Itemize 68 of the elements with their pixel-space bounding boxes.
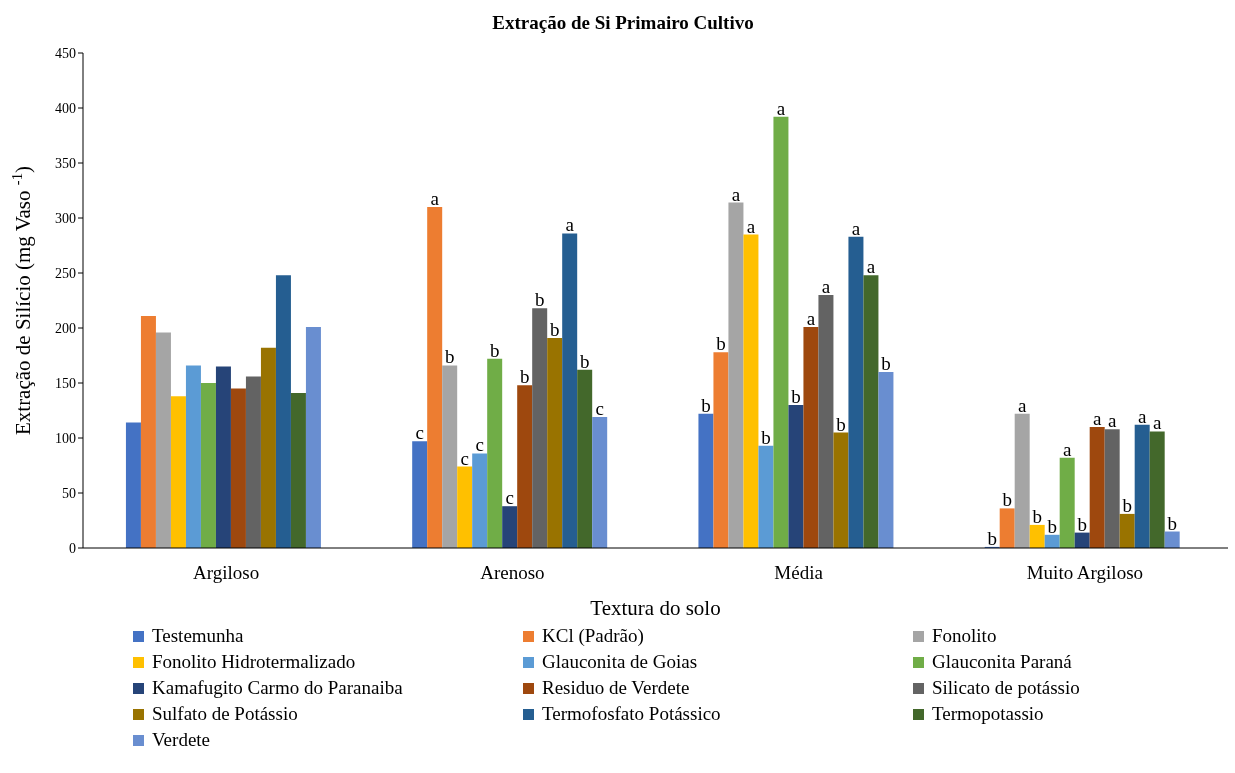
data-label: b <box>1047 515 1057 537</box>
data-label: b <box>549 318 560 340</box>
data-label: a <box>1107 410 1117 432</box>
data-label: c <box>415 422 424 444</box>
data-label: a <box>1152 412 1162 434</box>
data-label: c <box>595 398 604 420</box>
data-label: a <box>851 217 861 239</box>
legend-label: Silicato de potássio <box>932 677 1080 699</box>
data-label: b <box>987 527 997 549</box>
y-tick-label: 300 <box>55 210 76 226</box>
data-label: b <box>444 346 455 368</box>
data-label: a <box>565 214 575 236</box>
x-tick-label: Muito Argiloso <box>1026 562 1144 584</box>
y-tick-label: 350 <box>55 155 76 171</box>
data-label: a <box>731 183 741 205</box>
data-label: a <box>430 188 440 209</box>
data-label: b <box>881 353 891 374</box>
data-label: b <box>1002 489 1012 511</box>
data-label: b <box>1167 512 1177 534</box>
data-label: a <box>806 307 816 329</box>
data-label: b <box>519 366 530 388</box>
y-tick-label: 100 <box>55 430 76 446</box>
data-label: c <box>460 447 469 469</box>
data-label: b <box>579 350 590 372</box>
x-tick-label: Arenoso <box>480 562 545 584</box>
legend-label: Glauconita de Goias <box>542 651 698 673</box>
y-tick-label: 50 <box>62 485 76 501</box>
data-label: a <box>776 97 786 119</box>
x-tick-label: Média <box>774 562 824 584</box>
y-tick-label: 150 <box>55 375 76 391</box>
data-label: b <box>701 394 711 416</box>
legend-label: Testemunha <box>152 625 244 647</box>
legend-label: Kamafugito Carmo do Paranaiba <box>152 677 403 699</box>
data-label: a <box>1137 405 1147 427</box>
legend-label: Termofosfato Potássico <box>542 703 721 725</box>
data-label: b <box>761 426 771 448</box>
legend-label: Fonolito <box>932 625 997 647</box>
data-label: c <box>475 434 484 456</box>
data-label: b <box>1077 513 1087 535</box>
legend-label: Termopotassio <box>932 703 1044 725</box>
x-axis-title: Textura do solo <box>590 596 721 620</box>
data-label: b <box>1122 494 1132 516</box>
data-label: a <box>1062 438 1072 460</box>
data-label: b <box>489 339 500 361</box>
data-label: a <box>821 276 831 297</box>
legend-label: Verdete <box>152 729 211 751</box>
legend-label: Residuo de Verdete <box>542 677 690 699</box>
data-label: b <box>716 333 726 355</box>
y-tick-label: 250 <box>55 265 76 281</box>
y-tick-label: 450 <box>55 45 76 61</box>
y-tick-label: 200 <box>55 320 76 336</box>
y-tick-label: 0 <box>69 540 76 556</box>
data-label: a <box>866 256 876 278</box>
legend-label: Glauconita Paraná <box>932 651 1072 673</box>
legend-label: KCl (Padrão) <box>542 625 644 647</box>
data-label: a <box>1017 394 1027 416</box>
data-label: b <box>534 289 545 311</box>
chart-title: Extração de Si Primairo Cultivo <box>491 11 755 35</box>
data-label: b <box>836 413 846 435</box>
data-label: b <box>1032 505 1042 527</box>
x-tick-label: Argiloso <box>193 562 260 584</box>
data-label: a <box>1092 408 1102 429</box>
y-tick-label: 400 <box>55 100 76 116</box>
legend-label: Fonolito Hidrotermalizado <box>152 651 356 673</box>
data-label: a <box>746 215 756 237</box>
legend-label: Sulfato de Potássio <box>152 703 298 725</box>
data-label: c <box>505 487 514 509</box>
data-label: b <box>791 386 801 407</box>
